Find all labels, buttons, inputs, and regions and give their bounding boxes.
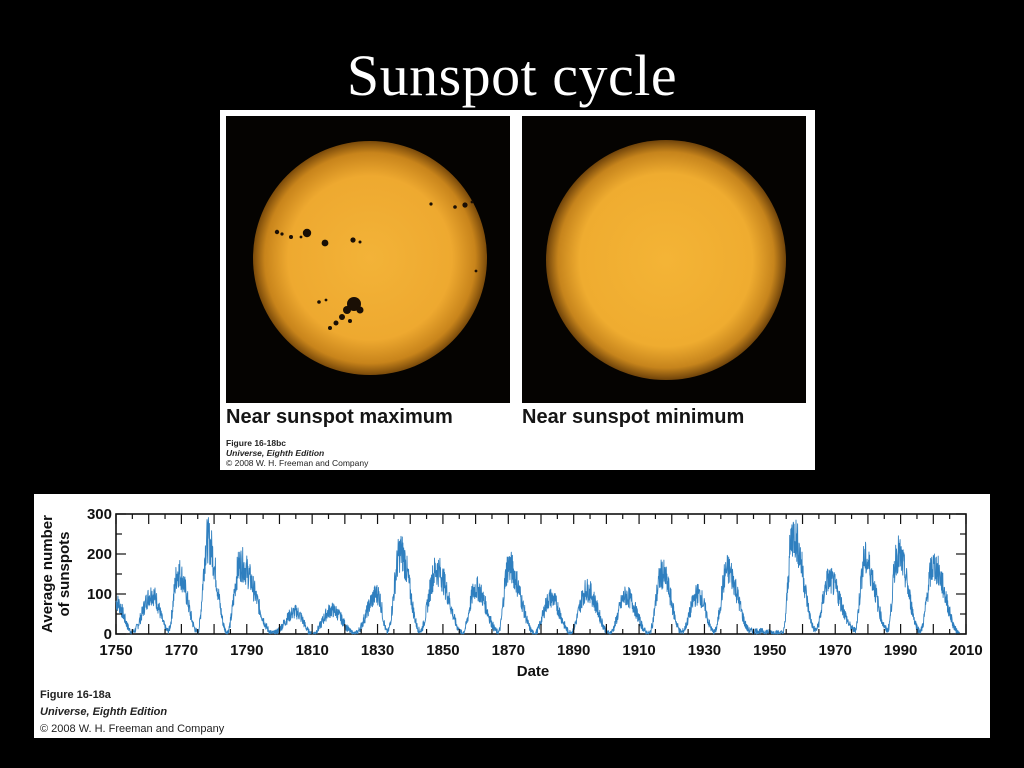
sun-minimum-label: Near sunspot minimum [522,406,745,428]
chart-figure-copyright: © 2008 W. H. Freeman and Company [40,723,225,735]
sun-disk [253,141,487,375]
x-tick-label: 1870 [492,642,525,659]
x-tick-label: 1750 [99,642,132,659]
sunspot-series-line [115,517,960,635]
sun-with-spots-illustration [226,116,510,403]
y-tick-label: 0 [104,626,112,643]
sunspot-chart-figure: 1750 1770 1790 1810 1830 1850 1870 1890 1910 1930… [34,494,990,738]
sun-without-spots-illustration [522,116,806,403]
sun-comparison-figure: Near sunspot maximum Near sunspot minimu… [220,110,815,470]
chart-figure-number: Figure 16-18a [40,689,111,701]
y-axis-label: Average numberof sunspots [39,515,73,633]
sun-disk [546,140,786,380]
x-tick-label: 1990 [884,642,917,659]
x-tick-label: 1910 [622,642,655,659]
x-tick-label: 1810 [295,642,328,659]
x-tick-label: 1970 [819,642,852,659]
sun-maximum-label: Near sunspot maximum [226,406,453,428]
sun-figure-credit: Figure 16-18bc Universe, Eighth Edition … [226,438,368,468]
sunspot-group [274,200,478,330]
x-tick-label: 1770 [165,642,198,659]
x-tick-label: 1950 [753,642,786,659]
y-tick-label: 300 [87,506,112,523]
sunspot-line-chart: 1750 1770 1790 1810 1830 1850 1870 1890 1910 1930… [39,506,983,680]
x-tick-label: 1930 [688,642,721,659]
y-tick-label: 100 [87,586,112,603]
sun-figure-copyright: © 2008 W. H. Freeman and Company [226,458,369,468]
x-axis-label: Date [517,663,550,680]
chart-figure-book: Universe, Eighth Edition [40,706,168,718]
chart-credit: Figure 16-18a Universe, Eighth Edition ©… [40,687,224,738]
sun-figure-number: Figure 16-18bc [226,438,286,448]
x-tick-label: 2010 [949,642,982,659]
x-tick-label: 1790 [230,642,263,659]
slide-title: Sunspot cycle [346,43,678,108]
sun-figure-book: Universe, Eighth Edition [226,448,325,458]
sun-minimum-image [522,116,806,403]
sun-maximum-image [226,116,510,403]
x-tick-label: 1890 [557,642,590,659]
x-tick-label: 1850 [426,642,459,659]
y-tick-label: 200 [87,546,112,563]
x-tick-label: 1830 [361,642,394,659]
